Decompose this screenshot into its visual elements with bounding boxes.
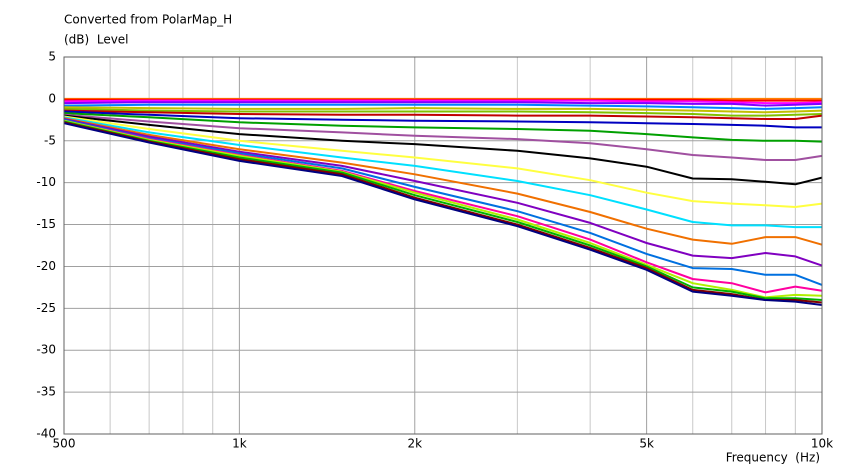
- series-line: [63, 101, 823, 107]
- y-tick-label: -10: [36, 175, 56, 189]
- series-line: [63, 118, 823, 267]
- chart-title: Converted from PolarMap_H: [64, 13, 232, 27]
- y-tick-label: 0: [48, 91, 56, 105]
- y-tick-label: -5: [44, 133, 56, 147]
- y-tick-label: -35: [36, 385, 56, 399]
- series-line: [63, 112, 823, 143]
- y-tick-label: -30: [36, 343, 56, 357]
- x-tick-label: 500: [53, 437, 76, 451]
- y-tick-label: -40: [36, 427, 56, 441]
- series-line: [63, 113, 823, 161]
- series-line: [63, 117, 823, 246]
- series-line: [63, 116, 822, 229]
- series-line: [63, 103, 823, 110]
- y-axis-label: (dB) Level: [64, 33, 129, 47]
- series-line: [63, 120, 823, 301]
- plot-frame: [63, 56, 823, 435]
- y-tick-label: 5: [48, 50, 56, 64]
- y-tick-label: -25: [36, 301, 56, 315]
- series-line: [63, 107, 823, 117]
- series-line: [63, 109, 823, 120]
- x-axis-label: Frequency (Hz): [726, 451, 820, 465]
- series-line: [63, 122, 823, 306]
- y-tick-label: -15: [36, 217, 56, 231]
- x-tick-label: 10k: [811, 437, 833, 451]
- x-tick-label: 1k: [232, 437, 247, 451]
- series-line: [63, 114, 823, 186]
- x-tick-label: 2k: [407, 437, 422, 451]
- series-line: [63, 99, 823, 105]
- series-line: [63, 118, 823, 286]
- y-tick-label: -20: [36, 259, 56, 273]
- x-tick-label: 5k: [639, 437, 654, 451]
- series-line: [63, 106, 823, 114]
- series-line: [63, 115, 823, 208]
- series-line: [63, 110, 822, 129]
